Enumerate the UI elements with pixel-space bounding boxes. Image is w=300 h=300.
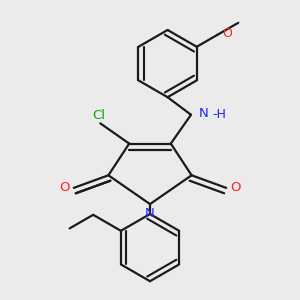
Text: N: N: [145, 207, 155, 220]
Text: O: O: [230, 182, 241, 194]
Text: Cl: Cl: [92, 109, 105, 122]
Text: O: O: [59, 182, 70, 194]
Text: O: O: [223, 27, 232, 40]
Text: N: N: [199, 107, 209, 120]
Text: -H: -H: [213, 108, 226, 121]
